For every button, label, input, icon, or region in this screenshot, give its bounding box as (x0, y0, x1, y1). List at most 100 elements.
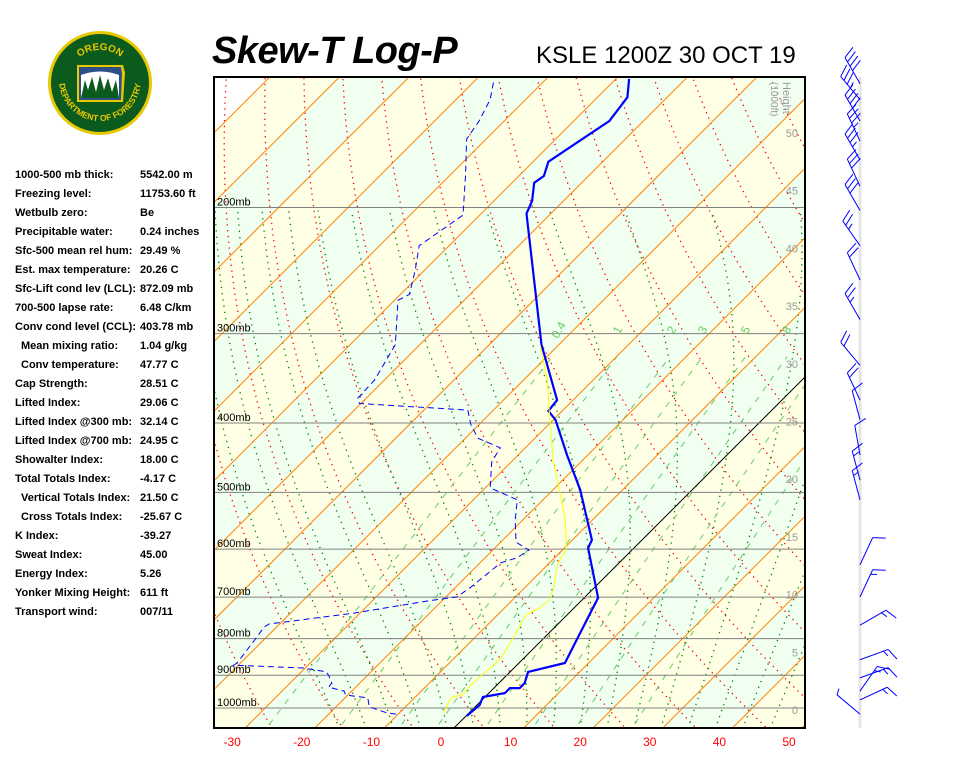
wind-barb-feather (847, 51, 856, 63)
stat-row: Est. max temperature: 20.26 C (15, 264, 215, 283)
wind-barb (859, 569, 886, 598)
stat-row: Mean mixing ratio: 1.04 g/kg (15, 340, 215, 359)
temperature-band (214, 98, 805, 728)
wind-barb-staff (859, 537, 874, 566)
temperature-line (466, 78, 631, 717)
moist-adiabat (486, 210, 592, 728)
isobar-label: 600mb (217, 538, 251, 550)
height-axis-title: Height (780, 82, 792, 114)
wind-barb-feather (849, 182, 859, 194)
x-tick-label: 30 (643, 735, 657, 749)
wind-barb-feather (849, 367, 859, 378)
stat-label: Lifted Index @300 mb: (15, 416, 133, 428)
wetbulb-line (443, 344, 567, 714)
dry-adiabat (949, 52, 960, 735)
isotherm (244, 167, 805, 728)
stat-value: 29.06 C (140, 397, 179, 409)
stat-value: 11753.60 ft (140, 188, 196, 200)
mixing-ratio-line (575, 384, 805, 728)
temperature-band (802, 725, 805, 728)
height-tick-label: 25 (786, 417, 798, 429)
dry-adiabat (214, 436, 344, 728)
wind-barb (859, 666, 891, 692)
wind-barb (836, 688, 861, 715)
isotherm (214, 77, 619, 482)
stat-label: Conv temperature: (21, 359, 119, 371)
wind-barb-half-feather (882, 688, 888, 695)
wind-barb-feather (849, 55, 859, 67)
wind-barb (844, 123, 861, 161)
wind-barb-feather (846, 242, 857, 254)
wind-barb-feather (847, 88, 856, 100)
stat-value: -4.17 C (140, 473, 177, 485)
wind-barb-feather (851, 442, 863, 452)
wind-barb-feather (844, 282, 854, 294)
wind-barb-staff (851, 390, 861, 420)
wind-barb (859, 537, 886, 566)
temperature-band (214, 77, 805, 690)
wind-barb-feather (842, 209, 851, 222)
oregon-forestry-logo: OREGON DEPARTMENT OF FORESTRY (48, 31, 152, 135)
stat-row: Lifted Index @700 mb: 24.95 C (15, 435, 215, 454)
isobar-label: 800mb (217, 628, 251, 640)
height-tick-label: 30 (786, 359, 798, 371)
wind-barb (844, 173, 861, 211)
stat-label: Freezing level: (15, 188, 92, 200)
wind-barb-feather (849, 153, 859, 164)
sounding-indices-panel: 1000-500 mb thick: 5542.00 m Freezing leve… (15, 169, 215, 625)
wind-barb-feather (846, 72, 854, 85)
stat-label: Lifted Index: (15, 397, 81, 409)
stat-row: Transport wind: 007/11 (15, 606, 215, 625)
stat-value: 24.95 C (140, 435, 179, 447)
isotherm (522, 445, 805, 728)
isotherm (592, 515, 805, 728)
wind-barb-staff (859, 686, 888, 701)
stat-value: Be (140, 207, 155, 219)
wind-barb-half-feather (853, 451, 859, 457)
stat-value: 6.48 C/km (140, 302, 192, 314)
height-tick-label: 50 (786, 128, 798, 140)
isotherm (662, 585, 805, 728)
stat-label: Sfc-500 mean rel hum: (15, 245, 133, 257)
wind-barb-feather (840, 330, 848, 343)
isobar-label: 1000mb (217, 697, 257, 709)
moist-adiabat (388, 210, 528, 728)
stat-label: Energy Index: (15, 568, 88, 580)
stat-value: 28.51 C (140, 378, 179, 390)
dry-adiabat (873, 52, 960, 735)
isobar-label: 300mb (217, 323, 251, 335)
wind-barb-feather (846, 362, 857, 374)
isotherm (865, 52, 960, 735)
stat-label: Lifted Index @700 mb: (15, 435, 133, 447)
x-tick-label: -20 (293, 735, 311, 749)
wind-barb-feather (852, 97, 861, 109)
dry-adiabat (303, 77, 556, 728)
stat-row: Energy Index: 5.26 (15, 568, 215, 587)
stat-label: Transport wind: (15, 606, 98, 618)
stat-row: Precipitable water: 0.24 inches (15, 226, 215, 245)
x-tick-label: 10 (504, 735, 518, 749)
wind-barb-feather (847, 178, 856, 190)
height-axis-unit: (1000ft) (768, 82, 779, 116)
moist-adiabat (548, 210, 631, 728)
wind-barb-half-feather (849, 82, 854, 89)
wind-barb-half-feather (883, 668, 889, 675)
wind-barb-feather (886, 686, 898, 697)
height-tick-label: 20 (786, 474, 798, 486)
stat-row: Lifted Index @300 mb: 32.14 C (15, 416, 215, 435)
stat-value: 0.24 inches (140, 226, 200, 238)
stat-label: Vertical Totals Index: (21, 492, 131, 504)
stat-label: 1000-500 mb thick: (15, 169, 114, 181)
stat-label: Sweat Index: (15, 549, 83, 561)
stat-label: Mean mixing ratio: (21, 340, 119, 352)
stat-label: Est. max temperature: (15, 264, 131, 276)
wind-barb-feather (852, 59, 861, 71)
wind-barb-feather (847, 287, 856, 299)
stat-value: 5.26 (140, 568, 162, 580)
wind-barb-staff (854, 425, 861, 456)
wind-barb-feather (840, 64, 848, 77)
wind-barb-feather (877, 666, 891, 670)
stat-value: 872.09 mb (140, 283, 194, 295)
mixing-ratio-line (398, 356, 671, 728)
stat-value: 20.26 C (140, 264, 179, 276)
